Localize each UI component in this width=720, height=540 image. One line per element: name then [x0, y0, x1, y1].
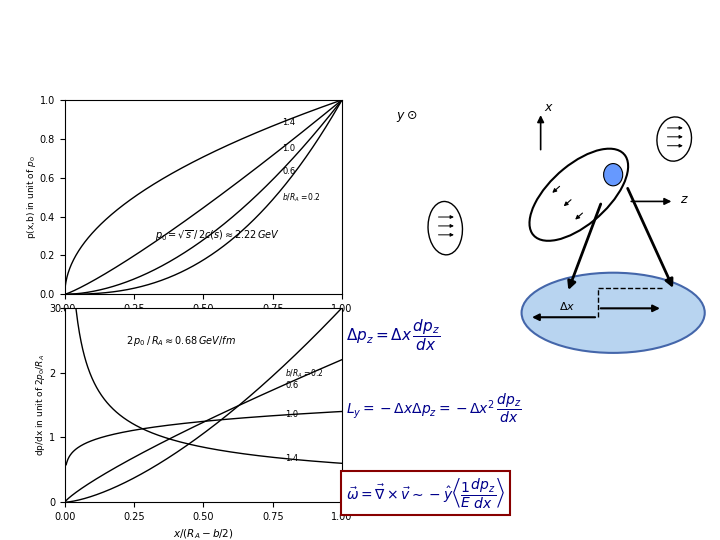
Text: $L_y = -\Delta x \Delta p_z = -\Delta x^2\,\dfrac{dp_z}{dx}$: $L_y = -\Delta x \Delta p_z = -\Delta x^… — [346, 392, 522, 425]
Text: 1.4: 1.4 — [282, 118, 295, 127]
Text: $b/R_A=0.2$: $b/R_A=0.2$ — [282, 192, 321, 204]
Y-axis label: p(x,b) in unit of $p_0$: p(x,b) in unit of $p_0$ — [25, 155, 38, 239]
Text: $2\,p_0\,/\,R_A \approx 0.68\,GeV/fm$: $2\,p_0\,/\,R_A \approx 0.68\,GeV/fm$ — [126, 334, 236, 348]
Ellipse shape — [521, 273, 705, 353]
Text: $x$: $x$ — [544, 102, 554, 114]
Y-axis label: dp/dx in unit of $2p_0/R_A$: dp/dx in unit of $2p_0/R_A$ — [35, 354, 48, 456]
Text: Local Vorticity due to Global Orbital: Local Vorticity due to Global Orbital — [79, 16, 641, 44]
Text: 1.4: 1.4 — [285, 454, 298, 463]
X-axis label: $x/(R_A-b/2)$: $x/(R_A-b/2)$ — [173, 528, 234, 540]
Circle shape — [603, 164, 623, 186]
Text: $\vec{\omega} = \vec{\nabla} \times \vec{v} \sim -\hat{y}\left\langle\dfrac{1}{E: $\vec{\omega} = \vec{\nabla} \times \vec… — [346, 476, 505, 510]
Text: $z$: $z$ — [680, 193, 689, 206]
Text: 0.6: 0.6 — [282, 166, 296, 176]
Text: $b/R_A=0.2$: $b/R_A=0.2$ — [285, 368, 324, 380]
Text: $\Delta x$: $\Delta x$ — [559, 300, 575, 312]
X-axis label: $x/(R_A-b/2)$: $x/(R_A-b/2)$ — [173, 320, 234, 333]
Text: 1.0: 1.0 — [285, 410, 298, 420]
Text: $p_0 = \sqrt{s}\,/\,2c(s) \approx 2.22\,GeV$: $p_0 = \sqrt{s}\,/\,2c(s) \approx 2.22\,… — [155, 228, 279, 244]
Text: $y\odot$: $y\odot$ — [397, 109, 418, 124]
Text: 0.6: 0.6 — [285, 381, 298, 389]
Text: $\Delta p_z = \Delta x\,\dfrac{dp_z}{dx}$: $\Delta p_z = \Delta x\,\dfrac{dp_z}{dx}… — [346, 317, 440, 353]
Text: Angular Momentum: Angular Momentum — [206, 60, 514, 87]
Text: 1.0: 1.0 — [282, 144, 295, 153]
